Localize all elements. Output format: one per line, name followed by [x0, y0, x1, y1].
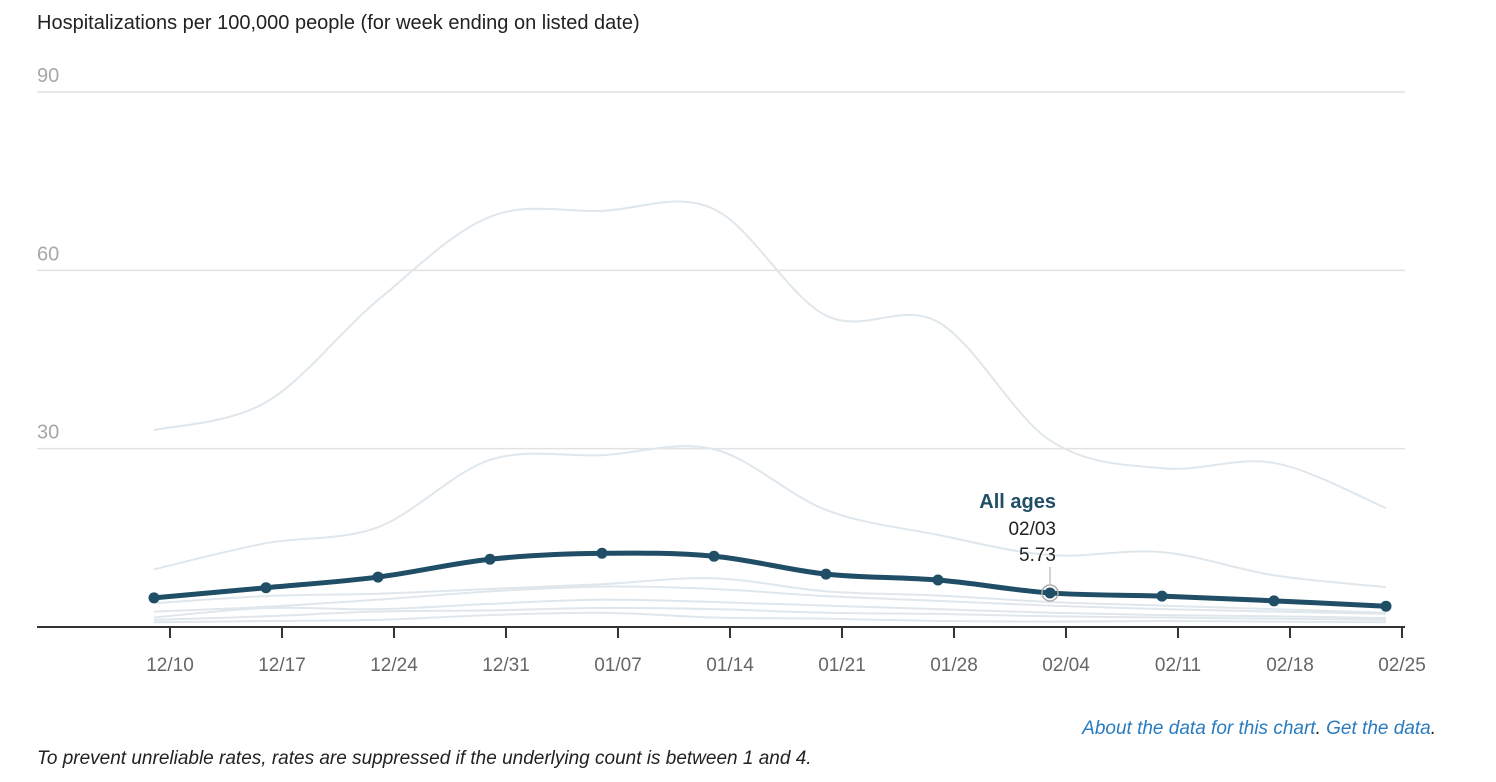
series-line-group-6 [153, 606, 1387, 621]
y-tick-label: 30 [37, 422, 59, 444]
annotation-series-name: All ages [979, 491, 1056, 513]
chart-title: Hospitalizations per 100,000 people (for… [37, 12, 640, 34]
get-data-link[interactable]: Get the data [1326, 718, 1431, 739]
highlight-ring [1041, 584, 1059, 602]
series-line-group-5 [153, 598, 1387, 620]
data-point [1044, 587, 1056, 599]
data-point [484, 553, 496, 565]
data-links: About the data for this chart. Get the d… [1082, 718, 1436, 740]
x-tick-label: 01/07 [594, 655, 642, 676]
data-point [596, 547, 608, 559]
series-line-group-2 [153, 445, 1387, 589]
x-tick-label: 02/18 [1266, 655, 1314, 676]
x-tick-label: 01/28 [930, 655, 978, 676]
x-tick-label: 01/14 [706, 655, 754, 676]
data-point [820, 568, 832, 580]
series-line-group-4 [153, 585, 1387, 615]
separator: . [1315, 718, 1327, 739]
data-point [1156, 590, 1168, 602]
series-line-all-ages [153, 550, 1387, 609]
data-point [148, 592, 160, 604]
x-tick-label: 01/21 [818, 655, 866, 676]
annotation-value: 5.73 [1019, 545, 1056, 566]
x-tick-label: 12/10 [146, 655, 194, 676]
annotation-date: 02/03 [1008, 519, 1056, 540]
x-tick-label: 02/25 [1378, 655, 1426, 676]
about-data-link[interactable]: About the data for this chart [1082, 718, 1316, 739]
data-point [932, 574, 944, 586]
data-point [260, 582, 272, 594]
data-point [708, 550, 720, 562]
series-line-group-7 [153, 611, 1387, 624]
x-tick-label: 12/17 [258, 655, 306, 676]
x-tick-label: 02/04 [1042, 655, 1090, 676]
suppression-note: To prevent unreliable rates, rates are s… [37, 748, 812, 769]
y-tick-label: 60 [37, 243, 59, 265]
data-point [1268, 595, 1280, 607]
series-line-group-1 [153, 200, 1387, 510]
x-tick-label: 02/11 [1155, 655, 1201, 676]
x-tick-label: 12/24 [370, 655, 418, 676]
period: . [1430, 718, 1436, 739]
x-tick-label: 12/31 [482, 655, 530, 676]
data-point [372, 571, 384, 583]
data-point [1380, 600, 1392, 612]
y-tick-label: 90 [37, 65, 59, 87]
series-line-group-3 [153, 577, 1387, 614]
